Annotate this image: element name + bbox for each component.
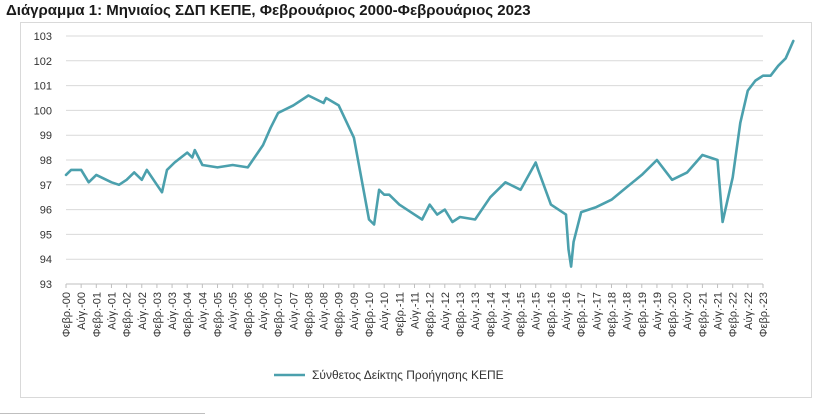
x-tick-label: Αύγ.-20	[682, 292, 694, 330]
x-tick-label: Αύγ.-00	[76, 292, 88, 330]
legend: Σύνθετος Δείκτης Προήγησης ΚΕΠΕ	[274, 368, 504, 382]
y-axis-ticks: 93 94 95 96 97 98 99 100 101 102 103	[34, 31, 52, 291]
x-axis-ticks: Φεβρ.-00 Αύγ.-00 Φεβρ.-01 Αύγ.-01 Φεβρ.-02 Αύ…	[61, 284, 770, 337]
x-tick-label: Αύγ.-22	[743, 292, 755, 330]
x-tick-label: Αύγ.-08	[319, 292, 331, 330]
x-tick-label: Αύγ.-17	[591, 292, 603, 330]
y-tick-label: 102	[34, 56, 52, 68]
x-tick-label: Φεβρ.-10	[364, 292, 376, 337]
x-tick-label: Αύγ.-04	[197, 292, 209, 330]
x-tick-label: Φεβρ.-05	[213, 292, 225, 337]
x-tick-label: Αύγ.-07	[288, 292, 300, 330]
x-tick-label: Αύγ.-09	[349, 292, 361, 330]
x-tick-label: Αύγ.-05	[228, 292, 240, 330]
x-tick-label: Αύγ.-21	[713, 292, 725, 330]
series-layer	[64, 39, 795, 268]
x-tick-label: Φεβρ.-03	[152, 292, 164, 337]
x-tick-label: Φεβρ.-09	[334, 292, 346, 337]
x-tick-label: Αύγ.-15	[531, 292, 543, 330]
x-tick-label: Αύγ.-10	[379, 292, 391, 330]
x-tick-label: Φεβρ.-14	[485, 292, 497, 337]
x-tick-label: Αύγ.-19	[652, 292, 664, 330]
y-tick-label: 100	[34, 105, 52, 117]
y-tick-label: 101	[34, 81, 52, 93]
x-tick-label: Αύγ.-11	[410, 292, 422, 329]
y-tick-label: 103	[34, 31, 52, 43]
x-tick-label: Φεβρ.-02	[122, 292, 134, 337]
x-tick-label: Αύγ.-18	[622, 292, 634, 330]
divider	[0, 413, 205, 414]
x-tick-label: Αύγ.-03	[167, 292, 179, 330]
x-tick-label: Αύγ.-16	[561, 292, 573, 330]
chart-title: Διάγραμμα 1: Μηνιαίος ΣΔΠ ΚΕΠΕ, Φεβρουάρ…	[6, 2, 531, 19]
x-tick-label: Φεβρ.-20	[667, 292, 679, 337]
x-tick-label: Φεβρ.-06	[243, 292, 255, 337]
x-tick-label: Φεβρ.-23	[758, 292, 770, 337]
x-tick-label: Φεβρ.-17	[576, 292, 588, 337]
x-tick-label: Φεβρ.-07	[273, 292, 285, 337]
x-tick-label: Αύγ.-02	[137, 292, 149, 330]
x-tick-label: Φεβρ.-21	[697, 292, 709, 337]
x-tick-label: Αύγ.-01	[106, 292, 118, 330]
y-tick-label: 97	[40, 180, 52, 192]
y-tick-label: 93	[40, 279, 52, 291]
gridlines	[66, 35, 763, 285]
x-tick-label: Φεβρ.-22	[728, 292, 740, 337]
y-tick-label: 99	[40, 130, 52, 142]
legend-label: Σύνθετος Δείκτης Προήγησης ΚΕΠΕ	[312, 368, 504, 382]
x-tick-label: Φεβρ.-11	[394, 292, 406, 336]
x-tick-label: Φεβρ.-13	[455, 292, 467, 337]
x-tick-label: Φεβρ.-01	[91, 292, 103, 337]
chart-frame	[20, 22, 812, 398]
x-tick-label: Αύγ.-06	[258, 292, 270, 330]
x-tick-label: Φεβρ.-00	[61, 292, 73, 337]
y-tick-label: 98	[40, 155, 52, 167]
x-tick-label: Αύγ.-14	[500, 292, 512, 330]
x-tick-label: Αύγ.-12	[440, 292, 452, 330]
y-tick-label: 95	[40, 229, 52, 241]
x-tick-label: Φεβρ.-12	[425, 292, 437, 337]
x-tick-label: Φεβρ.-04	[182, 292, 194, 337]
x-tick-label: Φεβρ.-18	[606, 292, 618, 337]
y-tick-label: 94	[40, 254, 52, 266]
y-tick-label: 96	[40, 205, 52, 217]
x-tick-label: Φεβρ.-16	[546, 292, 558, 337]
x-tick-label: Φεβρ.-08	[303, 292, 315, 337]
x-tick-label: Αύγ.-13	[470, 292, 482, 330]
series-line	[64, 39, 795, 268]
x-tick-label: Φεβρ.-19	[637, 292, 649, 337]
x-tick-label: Φεβρ.-15	[516, 292, 528, 337]
